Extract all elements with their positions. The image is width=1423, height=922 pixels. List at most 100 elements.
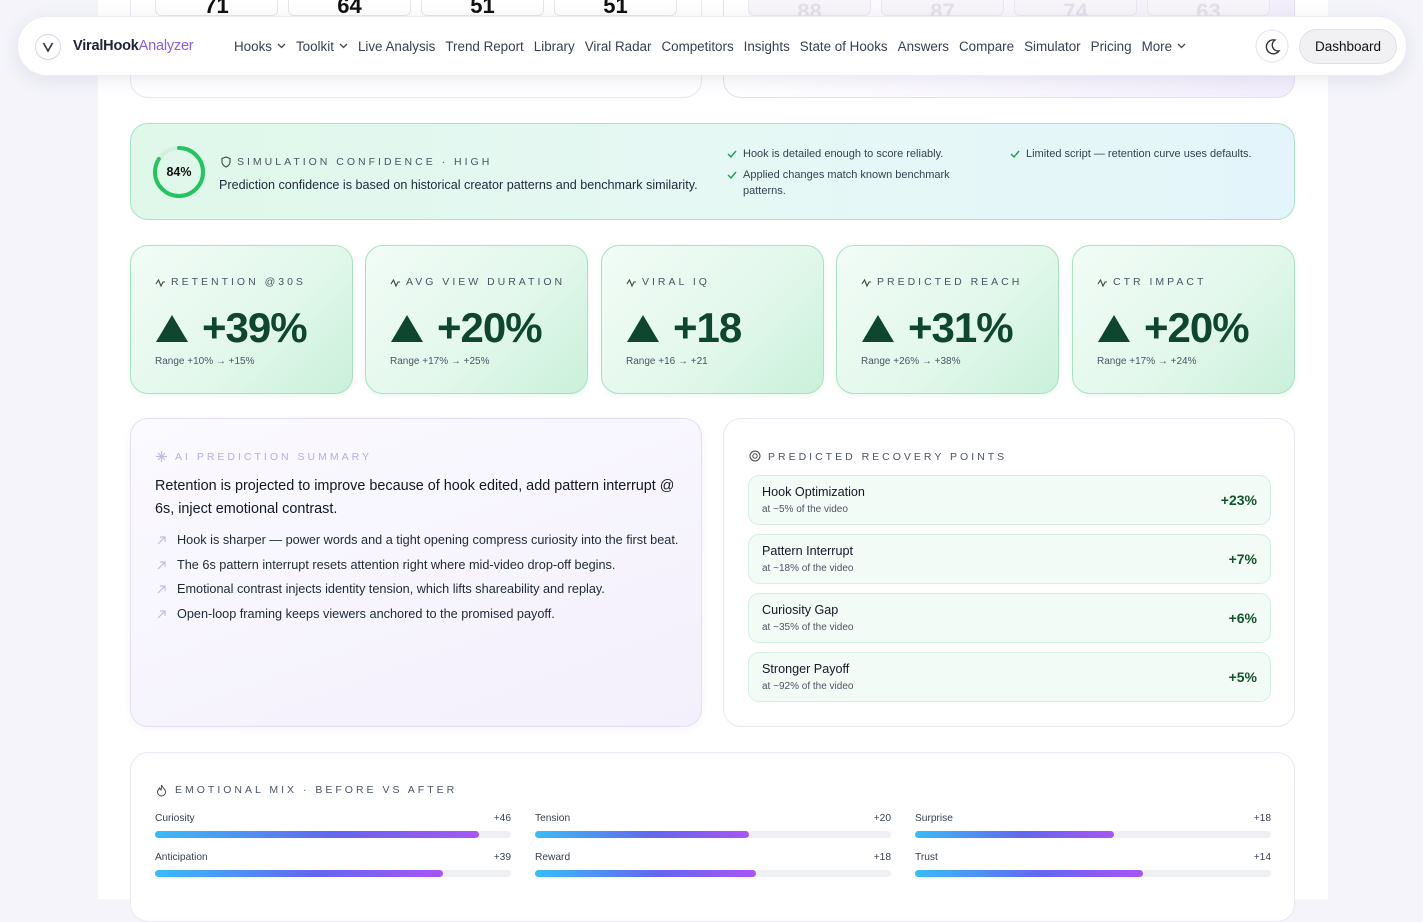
nav-link[interactable]: Compare	[959, 39, 1014, 54]
nav-link[interactable]: Hooks	[234, 39, 286, 54]
recovery-name: Curiosity Gap	[762, 603, 839, 617]
nav-link-text: Pricing	[1090, 38, 1132, 54]
arrow-icon	[157, 609, 166, 618]
check-text: Limited script — retention curve uses de…	[1026, 148, 1252, 160]
confidence-card: 84% SIMULATION CONFIDENCE · HIGH Predict…	[130, 123, 1295, 220]
emotion-bar	[915, 870, 1143, 877]
check-item: Hook is detailed enough to score reliabl…	[727, 146, 977, 162]
check-icon	[727, 150, 737, 159]
nav-link[interactable]: Simulator	[1024, 39, 1081, 54]
nav-link-text: State of Hooks	[799, 38, 888, 54]
dashboard-button[interactable]: Dashboard	[1299, 29, 1397, 64]
nav-link[interactable]: Competitors	[661, 39, 733, 54]
score-value: 51	[603, 0, 628, 18]
nav-link[interactable]: Library	[534, 39, 575, 54]
emotion-name: Curiosity	[155, 813, 195, 824]
check-icon	[1010, 150, 1020, 159]
nav-link-text: Toolkit	[295, 38, 334, 54]
summary-lead: Retention is projected to improve becaus…	[155, 478, 675, 517]
nav-link-text: Insights	[743, 38, 790, 54]
emotion-bar	[155, 831, 479, 838]
emotion-track	[155, 831, 511, 838]
nav-link[interactable]: Live Analysis	[358, 39, 435, 54]
summary-point-text: Hook is sharper — power words and a tigh…	[177, 533, 679, 547]
recovery-item: Curiosity Gap at ~35% of the video +6%	[748, 593, 1271, 643]
nav-link[interactable]: Insights	[744, 39, 790, 54]
emotion-bar	[535, 870, 756, 877]
recovery-name: Hook Optimization	[762, 485, 865, 499]
confidence-ring: 84%	[153, 146, 205, 198]
recovery-card: PREDICTED RECOVERY POINTS Hook Optimizat…	[723, 418, 1295, 727]
nav-bar: ViralHookAnalyzer Hooks Toolkit Live Analy…	[17, 16, 1407, 76]
faded-score-box: 88	[748, 0, 871, 24]
up-triangle	[862, 315, 894, 342]
summary-points: Hook is sharper — power words and a tigh…	[155, 531, 685, 629]
check-icon	[727, 171, 737, 180]
nav-link[interactable]: Viral Radar	[585, 39, 652, 54]
metric-card: VIRAL IQ +18 Range +16 → +21	[601, 245, 824, 394]
recovery-name: Stronger Payoff	[762, 662, 850, 676]
emotion-track	[155, 870, 511, 877]
metric-label: VIRAL IQ	[642, 276, 710, 288]
brand-accent: Analyzer	[138, 38, 194, 54]
nav-link[interactable]: State of Hooks	[800, 39, 888, 54]
emotion-item: Tension +20	[535, 813, 891, 843]
chevron	[339, 43, 348, 49]
theme-toggle[interactable]	[1255, 29, 1289, 63]
nav-link-text: Viral Radar	[584, 38, 652, 54]
recovery-lift: +23%	[1220, 492, 1257, 508]
recovery-position: at ~18% of the video	[762, 563, 854, 574]
faded-score-box: 74	[1014, 0, 1137, 24]
metric-range: Range +10% → +15%	[155, 356, 255, 367]
metric-value: +20%	[1144, 304, 1250, 351]
nav-link[interactable]: More	[1142, 39, 1187, 54]
up-triangle	[1098, 315, 1130, 342]
emotion-name: Tension	[535, 813, 571, 824]
metric-card: PREDICTED REACH +31% Range +26% → +38%	[836, 245, 1059, 394]
score-box: 64	[288, 0, 411, 18]
up-triangle	[627, 315, 659, 342]
check-item: Limited script — retention curve uses de…	[1010, 146, 1280, 162]
nav-link-text: Hooks	[234, 38, 272, 54]
emotion-name: Anticipation	[155, 852, 208, 863]
nav-link-text: Answers	[897, 38, 949, 54]
metric-range: Range +17% → +24%	[1097, 356, 1197, 367]
recovery-item: Stronger Payoff at ~92% of the video +5%	[748, 652, 1271, 702]
recovery-item: Hook Optimization at ~5% of the video +23%	[748, 475, 1271, 525]
recovery-lift: +7%	[1228, 551, 1257, 567]
recovery-lift: +6%	[1228, 610, 1257, 626]
arrow-icon	[157, 536, 166, 545]
summary-point-text: The 6s pattern interrupt resets attentio…	[177, 557, 616, 572]
brand[interactable]: ViralHookAnalyzer	[73, 38, 194, 54]
score-value: 71	[204, 0, 229, 18]
score-box: 71	[155, 0, 278, 18]
emotion-change: +20	[873, 813, 891, 824]
metric-range: Range +26% → +38%	[861, 356, 961, 367]
metric-card: AVG VIEW DURATION +20% Range +17% → +25%	[365, 245, 588, 394]
summary-point: Open-loop framing keeps viewers anchored…	[155, 605, 685, 625]
nav-link-text: Competitors	[661, 38, 734, 54]
nav-link[interactable]: Trend Report	[445, 39, 523, 54]
metric-card: RETENTION @30S +39% Range +10% → +15%	[130, 245, 353, 394]
nav-link[interactable]: Pricing	[1091, 39, 1132, 54]
nav-link-text: Trend Report	[445, 38, 524, 54]
confidence-title: SIMULATION CONFIDENCE · HIGH	[237, 156, 493, 168]
metric-value: +31%	[908, 304, 1014, 351]
metric-icon	[861, 278, 871, 288]
nav-link-text: Compare	[959, 38, 1015, 54]
flame-icon	[156, 784, 167, 797]
up-triangle	[391, 315, 423, 342]
faded-score-box: 63	[1147, 0, 1270, 24]
summary-point-text: Emotional contrast injects identity tens…	[177, 582, 605, 596]
summary-point-text: Open-loop framing keeps viewers anchored…	[177, 606, 555, 621]
target-icon	[749, 450, 761, 462]
confidence-description: Prediction confidence is based on histor…	[219, 178, 698, 192]
nav-link-text: Live Analysis	[357, 38, 436, 54]
chevron	[1177, 43, 1186, 49]
nav-link[interactable]: Answers	[898, 39, 949, 54]
emotion-change: +14	[1253, 852, 1271, 863]
nav-link[interactable]: Toolkit	[296, 39, 348, 54]
emotion-item: Reward +18	[535, 852, 891, 882]
check-text: Applied changes match known benchmark pa…	[743, 169, 950, 197]
score-box: 51	[421, 0, 544, 18]
